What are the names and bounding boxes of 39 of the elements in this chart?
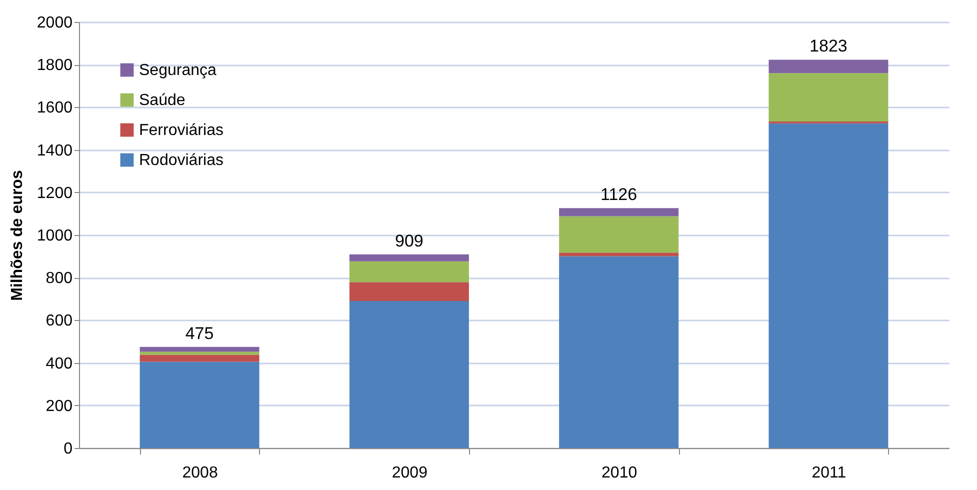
y-tick-label: 0 — [64, 440, 73, 458]
bar — [349, 261, 469, 282]
bar — [559, 252, 679, 256]
total-label: 1823 — [810, 36, 848, 56]
y-tick-label: 600 — [46, 312, 73, 330]
bar — [559, 256, 679, 448]
legend-label: Ferroviárias — [139, 122, 224, 139]
bar — [349, 282, 469, 302]
y-tick-label: 1600 — [36, 100, 73, 117]
total-label: 909 — [394, 231, 424, 250]
y-tick-label: 1200 — [36, 184, 73, 202]
bar — [140, 362, 260, 448]
y-tick-label: 800 — [46, 270, 73, 288]
total-label: 475 — [185, 324, 214, 343]
bar — [140, 354, 260, 362]
legend-label: Saúde — [139, 92, 186, 109]
x-tick-label: 2010 — [602, 464, 638, 482]
bar — [768, 60, 888, 74]
bar — [559, 208, 679, 216]
bar — [140, 352, 260, 355]
total-label: 1126 — [600, 185, 638, 204]
legend-label: Segurança — [139, 62, 216, 79]
y-tick-label: 2000 — [36, 14, 73, 32]
y-tick-label: 200 — [46, 398, 73, 415]
bar — [768, 123, 888, 448]
bar — [140, 346, 260, 352]
bar — [349, 301, 469, 448]
y-tick-label: 400 — [46, 355, 73, 372]
y-tick-label: 1000 — [36, 228, 73, 244]
bar — [768, 73, 888, 122]
bar — [349, 254, 469, 262]
y-tick-label: 1400 — [36, 142, 73, 160]
bar — [559, 216, 679, 253]
x-tick-label: 2008 — [182, 464, 218, 482]
legend-label: Rodoviárias — [139, 152, 224, 169]
y-axis-title: Milhões de euros — [8, 170, 26, 301]
x-tick-label: 2009 — [392, 464, 428, 482]
x-tick-label: 2011 — [812, 464, 846, 482]
y-tick-label: 1800 — [36, 57, 73, 74]
